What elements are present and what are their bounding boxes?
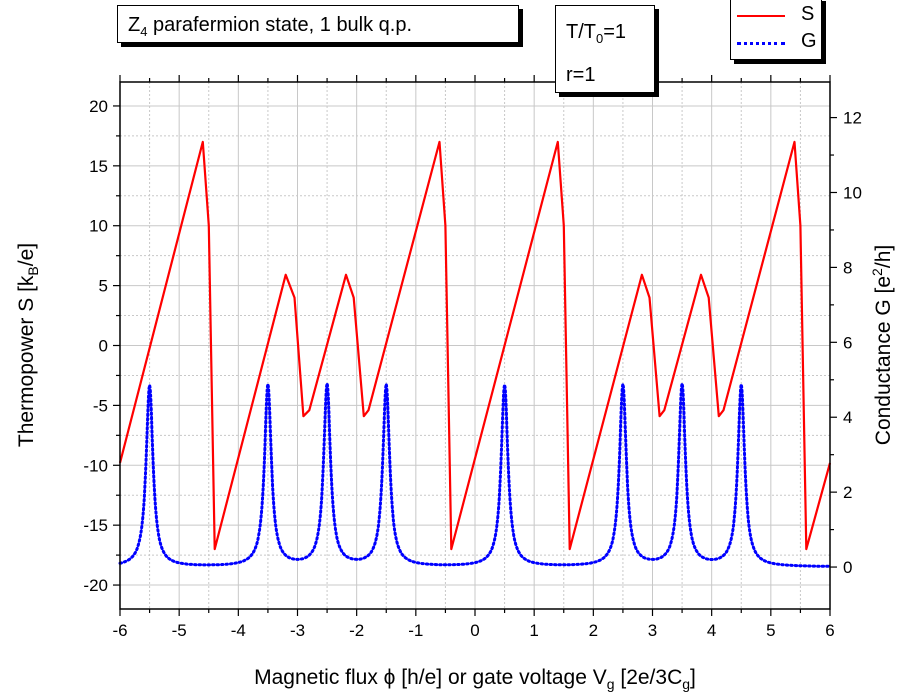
y-tick-label-right: 12 xyxy=(843,109,862,128)
x-tick-label: -5 xyxy=(172,621,187,640)
y-tick-label-left: 20 xyxy=(89,97,108,116)
x-tick-label: 2 xyxy=(589,621,598,640)
chart-title: Z4 parafermion state, 1 bulk q.p. xyxy=(128,14,413,39)
x-tick-label: 4 xyxy=(707,621,716,640)
series-s-line xyxy=(118,140,832,551)
legend-item-g: G xyxy=(731,29,823,57)
y-tick-label-left: -20 xyxy=(83,576,108,595)
x-tick-label: 5 xyxy=(766,621,775,640)
x-tick-label: 6 xyxy=(825,621,834,640)
x-tick-label: 1 xyxy=(529,621,538,640)
x-tick-label: -2 xyxy=(349,621,364,640)
legend-label-s: S xyxy=(801,3,815,25)
y-tick-label-left: 15 xyxy=(89,157,108,176)
y-axis-label-left: Thermopower S [kB/e] xyxy=(15,243,41,447)
legend: S G xyxy=(730,0,822,60)
x-tick-label: -1 xyxy=(408,621,423,640)
y-tick-label-right: 10 xyxy=(843,183,862,202)
y-tick-label-left: -15 xyxy=(83,516,108,535)
y-tick-label-left: -5 xyxy=(93,396,108,415)
legend-swatch-g xyxy=(737,42,785,45)
legend-label-g: G xyxy=(801,30,817,52)
x-tick-label: 3 xyxy=(648,621,657,640)
y-axis-label-right: Conductance G [e2/h] xyxy=(869,245,895,445)
x-tick-label: -3 xyxy=(290,621,305,640)
x-tick-label: -6 xyxy=(112,621,127,640)
y-tick-label-right: 0 xyxy=(843,558,852,577)
chart-title-box: Z4 parafermion state, 1 bulk q.p. xyxy=(117,5,519,43)
y-tick-label-right: 6 xyxy=(843,333,852,352)
x-tick-label: 0 xyxy=(470,621,479,640)
series-layer xyxy=(118,140,832,568)
y-tick-label-right: 2 xyxy=(843,483,852,502)
x-tick-label: -4 xyxy=(231,621,246,640)
y-tick-label-left: 0 xyxy=(99,337,108,356)
temperature-param: T/T0=1 xyxy=(566,21,627,46)
grid-lines xyxy=(120,82,830,609)
y-tick-label-right: 8 xyxy=(843,258,852,277)
series-g-line xyxy=(118,383,832,568)
r-param: r=1 xyxy=(566,64,596,86)
x-axis-label: Magnetic flux ϕ [h/e] or gate voltage Vg… xyxy=(254,666,696,692)
y-tick-label-right: 4 xyxy=(843,408,852,427)
legend-swatch-s xyxy=(737,15,785,17)
parameter-box: T/T0=1 r=1 xyxy=(555,5,655,93)
legend-item-s: S xyxy=(731,2,823,30)
axis-ticks: -6 -5 -4 -3 -2 -1 0 1 2 3 4 5 6-20-15-10-50510152002… xyxy=(83,75,862,640)
y-tick-label-left: -10 xyxy=(83,456,108,475)
y-tick-label-left: 10 xyxy=(89,217,108,236)
y-tick-label-left: 5 xyxy=(99,277,108,296)
